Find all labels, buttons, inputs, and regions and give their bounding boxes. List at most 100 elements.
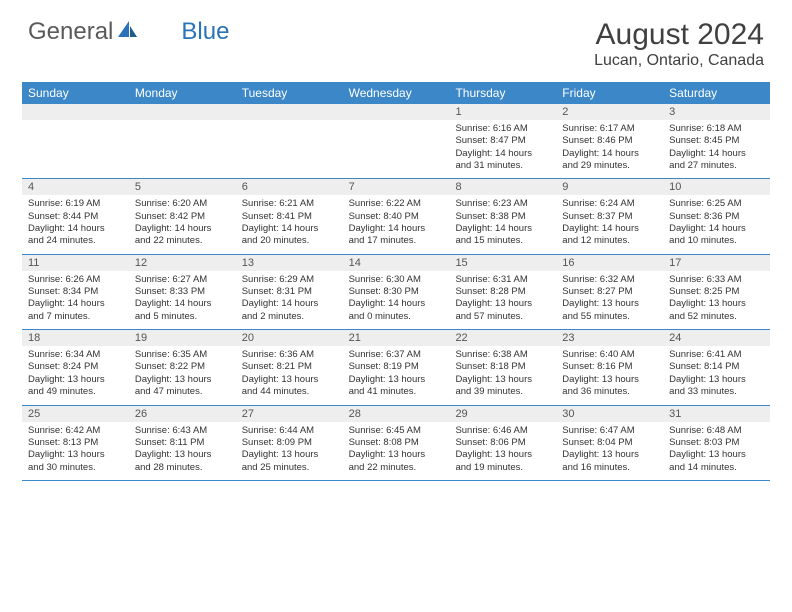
day-cell: Sunrise: 6:32 AMSunset: 8:27 PMDaylight:…	[556, 271, 663, 329]
day-cell: Sunrise: 6:42 AMSunset: 8:13 PMDaylight:…	[22, 422, 129, 480]
day-cell: Sunrise: 6:24 AMSunset: 8:37 PMDaylight:…	[556, 195, 663, 253]
day-content-row: Sunrise: 6:34 AMSunset: 8:24 PMDaylight:…	[22, 346, 770, 404]
sunrise-text: Sunrise: 6:29 AM	[242, 274, 337, 286]
logo: General Blue	[28, 18, 229, 46]
day-number: 19	[129, 330, 236, 346]
day-cell: Sunrise: 6:43 AMSunset: 8:11 PMDaylight:…	[129, 422, 236, 480]
day-cell	[343, 120, 450, 178]
sunrise-text: Sunrise: 6:30 AM	[349, 274, 444, 286]
day-header-sunday: Sunday	[22, 82, 129, 104]
day-number	[22, 104, 129, 120]
daylight-text: Daylight: 13 hours and 49 minutes.	[28, 374, 123, 399]
sunrise-text: Sunrise: 6:27 AM	[135, 274, 230, 286]
sunset-text: Sunset: 8:33 PM	[135, 286, 230, 298]
day-number: 30	[556, 406, 663, 422]
sunrise-text: Sunrise: 6:45 AM	[349, 425, 444, 437]
day-cell: Sunrise: 6:16 AMSunset: 8:47 PMDaylight:…	[449, 120, 556, 178]
day-number: 23	[556, 330, 663, 346]
day-cell: Sunrise: 6:44 AMSunset: 8:09 PMDaylight:…	[236, 422, 343, 480]
day-cell: Sunrise: 6:31 AMSunset: 8:28 PMDaylight:…	[449, 271, 556, 329]
day-header-saturday: Saturday	[663, 82, 770, 104]
sunset-text: Sunset: 8:18 PM	[455, 361, 550, 373]
day-cell	[22, 120, 129, 178]
day-number: 3	[663, 104, 770, 120]
day-number: 12	[129, 255, 236, 271]
day-number: 1	[449, 104, 556, 120]
sunrise-text: Sunrise: 6:36 AM	[242, 349, 337, 361]
day-cell: Sunrise: 6:21 AMSunset: 8:41 PMDaylight:…	[236, 195, 343, 253]
daylight-text: Daylight: 13 hours and 36 minutes.	[562, 374, 657, 399]
sunrise-text: Sunrise: 6:47 AM	[562, 425, 657, 437]
sunrise-text: Sunrise: 6:35 AM	[135, 349, 230, 361]
daylight-text: Daylight: 14 hours and 31 minutes.	[455, 148, 550, 173]
sunset-text: Sunset: 8:46 PM	[562, 135, 657, 147]
day-cell: Sunrise: 6:41 AMSunset: 8:14 PMDaylight:…	[663, 346, 770, 404]
daylight-text: Daylight: 13 hours and 28 minutes.	[135, 449, 230, 474]
sunset-text: Sunset: 8:31 PM	[242, 286, 337, 298]
daylight-text: Daylight: 14 hours and 12 minutes.	[562, 223, 657, 248]
day-cell: Sunrise: 6:48 AMSunset: 8:03 PMDaylight:…	[663, 422, 770, 480]
daylight-text: Daylight: 13 hours and 33 minutes.	[669, 374, 764, 399]
day-number: 22	[449, 330, 556, 346]
sunrise-text: Sunrise: 6:46 AM	[455, 425, 550, 437]
sunset-text: Sunset: 8:40 PM	[349, 211, 444, 223]
sunrise-text: Sunrise: 6:42 AM	[28, 425, 123, 437]
day-content-row: Sunrise: 6:16 AMSunset: 8:47 PMDaylight:…	[22, 120, 770, 178]
sunrise-text: Sunrise: 6:24 AM	[562, 198, 657, 210]
daylight-text: Daylight: 13 hours and 44 minutes.	[242, 374, 337, 399]
day-content-row: Sunrise: 6:26 AMSunset: 8:34 PM Daylight:…	[22, 271, 770, 329]
day-cell	[129, 120, 236, 178]
day-cell: Sunrise: 6:38 AMSunset: 8:18 PMDaylight:…	[449, 346, 556, 404]
sunrise-text: Sunrise: 6:17 AM	[562, 123, 657, 135]
day-number: 8	[449, 179, 556, 195]
day-number: 20	[236, 330, 343, 346]
daylight-text: Daylight: 13 hours and 25 minutes.	[242, 449, 337, 474]
day-cell: Sunrise: 6:34 AMSunset: 8:24 PMDaylight:…	[22, 346, 129, 404]
day-number: 11	[22, 255, 129, 271]
day-cell: Sunrise: 6:35 AMSunset: 8:22 PMDaylight:…	[129, 346, 236, 404]
location: Lucan, Ontario, Canada	[594, 52, 764, 70]
day-number	[343, 104, 450, 120]
daylight-text: Daylight: 14 hours and 27 minutes.	[669, 148, 764, 173]
daylight-text: Daylight: 13 hours and 30 minutes.	[28, 449, 123, 474]
day-cell: Sunrise: 6:47 AMSunset: 8:04 PMDaylight:…	[556, 422, 663, 480]
month-title: August 2024	[594, 18, 764, 52]
daylight-text: Daylight: 14 hours and 29 minutes.	[562, 148, 657, 173]
sunrise-text: Sunrise: 6:22 AM	[349, 198, 444, 210]
sunrise-text: Sunrise: 6:33 AM	[669, 274, 764, 286]
day-header-friday: Friday	[556, 82, 663, 104]
sunset-text: Sunset: 8:36 PM	[669, 211, 764, 223]
day-cell: Sunrise: 6:29 AMSunset: 8:31 PMDaylight:…	[236, 271, 343, 329]
day-content-row: Sunrise: 6:19 AMSunset: 8:44 PMDaylight:…	[22, 195, 770, 253]
day-cell: Sunrise: 6:45 AMSunset: 8:08 PMDaylight:…	[343, 422, 450, 480]
day-number: 16	[556, 255, 663, 271]
day-number-row: 45678910	[22, 179, 770, 195]
sunset-text: Sunset: 8:24 PM	[28, 361, 123, 373]
sunset-text: Sunset: 8:28 PM	[455, 286, 550, 298]
day-number: 9	[556, 179, 663, 195]
day-header-wednesday: Wednesday	[343, 82, 450, 104]
sunset-text: Sunset: 8:03 PM	[669, 437, 764, 449]
daylight-text: Daylight: 14 hours and 0 minutes.	[349, 298, 444, 323]
daylight-text: Daylight: 13 hours and 55 minutes.	[562, 298, 657, 323]
day-number: 24	[663, 330, 770, 346]
day-number-row: 11121314151617	[22, 255, 770, 271]
day-number-row: 123	[22, 104, 770, 120]
daylight-text: Daylight: 14 hours and 24 minutes.	[28, 223, 123, 248]
sunset-text: Sunset: 8:34 PM	[28, 286, 123, 298]
daylight-text: Daylight: 14 hours and 10 minutes.	[669, 223, 764, 248]
sunset-text: Sunset: 8:42 PM	[135, 211, 230, 223]
sunrise-text: Sunrise: 6:26 AM	[28, 274, 123, 286]
sunrise-text: Sunrise: 6:20 AM	[135, 198, 230, 210]
title-block: August 2024 Lucan, Ontario, Canada	[594, 18, 764, 70]
daylight-text: Daylight: 13 hours and 16 minutes.	[562, 449, 657, 474]
logo-text-2: Blue	[181, 18, 229, 46]
daylight-text: Daylight: 13 hours and 22 minutes.	[349, 449, 444, 474]
daylight-text: Daylight: 14 hours and 17 minutes.	[349, 223, 444, 248]
day-number: 17	[663, 255, 770, 271]
sunset-text: Sunset: 8:25 PM	[669, 286, 764, 298]
sunrise-text: Sunrise: 6:16 AM	[455, 123, 550, 135]
day-number: 10	[663, 179, 770, 195]
daylight-text: Daylight: 14 hours and 22 minutes.	[135, 223, 230, 248]
day-number: 4	[22, 179, 129, 195]
